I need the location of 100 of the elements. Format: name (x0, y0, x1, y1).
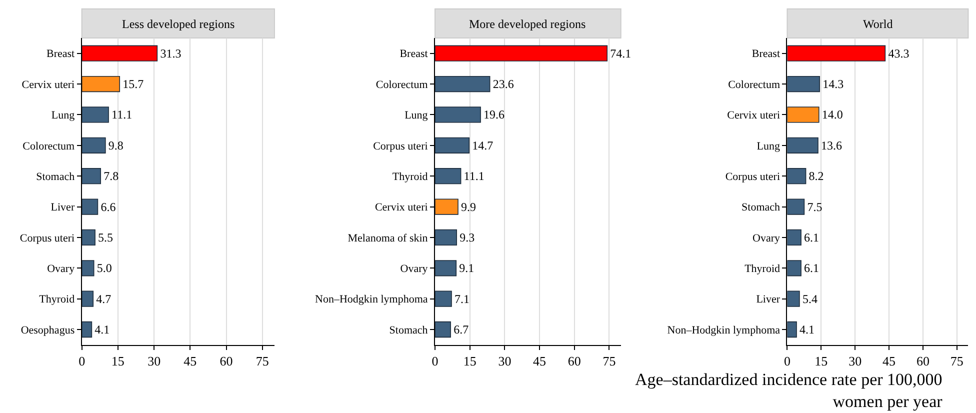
y-tick-label: Breast (400, 48, 428, 60)
data-label: 11.1 (464, 169, 484, 184)
bar (787, 137, 818, 154)
data-label: 14.0 (822, 108, 843, 122)
bar (787, 45, 886, 62)
data-label: 11.1 (112, 108, 132, 122)
data-label: 4.7 (96, 292, 112, 306)
x-tick-label: 60 (916, 353, 930, 368)
bar (435, 137, 470, 154)
data-label: 6.7 (454, 322, 469, 337)
x-axis-title: Age–standardized incidence rate per 100,000 women per year (635, 370, 943, 412)
data-label: 6.6 (100, 200, 116, 214)
bar (435, 45, 608, 62)
bar (82, 198, 98, 215)
x-tick-label: 15 (463, 353, 476, 368)
bar (787, 106, 820, 123)
y-tick-label: Cervix uteri (374, 202, 428, 214)
chart-title: Less developed regions (122, 17, 235, 31)
bar (82, 76, 120, 92)
y-tick-label: Liver (756, 294, 780, 306)
y-tick-label: Thyroid (392, 170, 428, 183)
y-tick-label: Colorectum (728, 78, 780, 91)
y-tick-label: Cervix uteri (22, 78, 75, 91)
data-label: 9.8 (108, 138, 124, 152)
y-tick-label: Lung (756, 140, 781, 152)
data-label: 7.5 (807, 200, 822, 214)
data-label: 14.7 (472, 138, 494, 152)
x-tick-label: 75 (256, 353, 269, 368)
data-label: 4.1 (94, 322, 110, 337)
x-tick-label: 75 (602, 353, 616, 368)
bar (82, 321, 92, 338)
y-tick-label: Colorectum (376, 78, 428, 91)
bar (435, 198, 458, 215)
x-tick-label: 60 (220, 353, 233, 368)
bar (787, 198, 805, 215)
data-label: 5.4 (802, 292, 818, 306)
chart-title: World (863, 17, 893, 31)
y-tick-label: Corpus uteri (20, 232, 75, 244)
y-tick-label: Oesophagus (20, 324, 75, 336)
bar (82, 229, 96, 246)
data-label: 23.6 (492, 77, 514, 92)
x-tick-label: 30 (848, 353, 862, 368)
y-tick-label: Liver (50, 202, 75, 214)
bar (787, 290, 800, 307)
bar (82, 168, 101, 184)
y-tick-label: Corpus uteri (725, 170, 780, 183)
data-label: 9.3 (460, 230, 475, 244)
bar (787, 321, 797, 338)
x-tick-label: 30 (148, 353, 161, 368)
y-tick-label: Ovary (752, 232, 781, 244)
data-label: 5.0 (96, 261, 112, 276)
data-label: 7.8 (104, 169, 119, 184)
data-label: 9.1 (459, 261, 474, 276)
y-tick-label: Ovary (400, 262, 428, 275)
y-tick-label: Melanoma of skin (348, 232, 428, 244)
x-tick-label: 45 (882, 353, 896, 368)
data-label: 14.3 (822, 77, 844, 92)
x-tick-label: 60 (568, 353, 581, 368)
data-label: 5.5 (98, 230, 114, 244)
data-label: 7.1 (454, 292, 470, 306)
data-label: 6.1 (804, 261, 820, 276)
bar (435, 260, 457, 276)
x-tick-label: 75 (950, 353, 964, 368)
y-tick-label: Breast (752, 48, 780, 60)
bar (787, 260, 802, 276)
y-tick-label: Corpus uteri (373, 140, 428, 152)
data-label: 6.1 (804, 230, 820, 244)
bar (82, 290, 94, 307)
x-tick-label: 15 (111, 353, 124, 368)
bar (82, 106, 109, 123)
x-tick-label: 0 (784, 353, 790, 368)
y-tick-label: Thyroid (744, 262, 781, 275)
y-tick-label: Stomach (389, 324, 428, 336)
y-tick-label: Ovary (47, 262, 76, 275)
y-tick-label: Lung (51, 110, 76, 122)
data-label: 31.3 (160, 46, 182, 60)
bar (435, 168, 462, 184)
y-tick-label: Cervix uteri (727, 110, 780, 122)
x-tick-label: 30 (498, 353, 512, 368)
y-tick-label: Lung (404, 110, 428, 122)
bar (435, 76, 490, 92)
bar (82, 45, 158, 62)
bar (435, 321, 451, 338)
x-tick-label: 0 (432, 353, 438, 368)
y-tick-label: Non–Hodgkin lymphoma (315, 294, 428, 306)
bar (82, 137, 106, 154)
data-label: 4.1 (800, 322, 815, 337)
y-tick-label: Thyroid (39, 294, 76, 306)
y-tick-label: Colorectum (22, 140, 76, 152)
y-tick-label: Stomach (742, 202, 781, 214)
data-label: 9.9 (461, 200, 476, 214)
y-tick-label: Stomach (36, 170, 76, 183)
bar (435, 290, 452, 307)
bar (435, 229, 458, 246)
data-label: 43.3 (888, 46, 910, 60)
bar (787, 229, 802, 246)
chart-title: More developed regions (469, 17, 586, 31)
data-label: 19.6 (484, 108, 505, 122)
bar (787, 168, 806, 184)
x-tick-label: 0 (78, 353, 86, 368)
